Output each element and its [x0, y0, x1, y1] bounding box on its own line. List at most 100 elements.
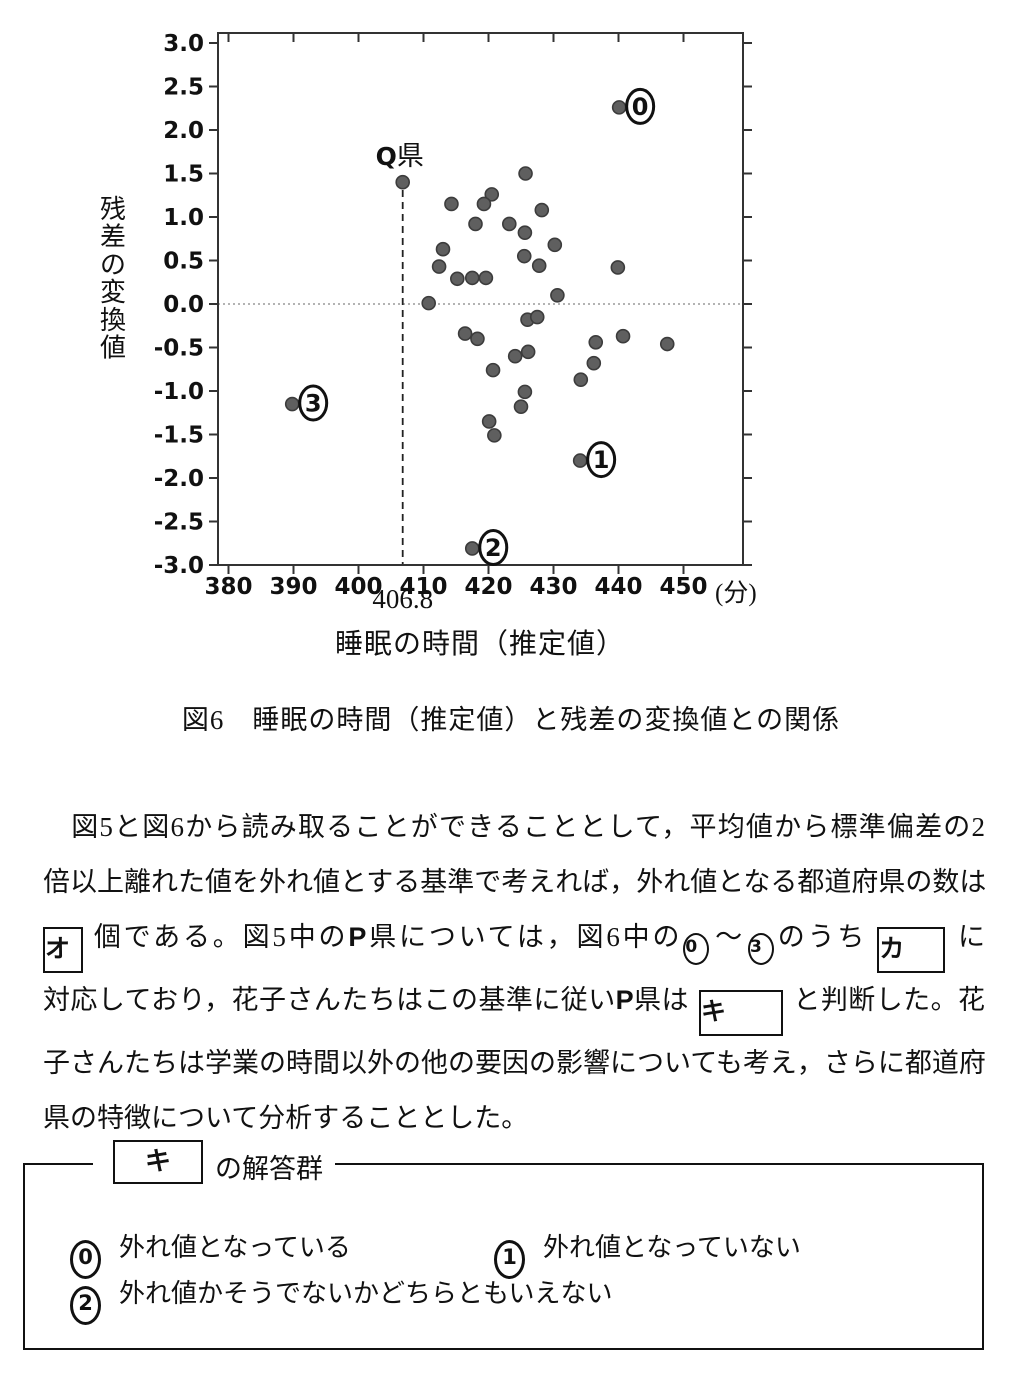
data-point	[284, 396, 300, 412]
svg-text:の: の	[100, 250, 126, 279]
y-tick-label: 2.5	[163, 75, 204, 101]
y-tick-label: -1.5	[154, 423, 204, 449]
data-point	[481, 414, 497, 429]
circled-2-icon: 2	[70, 1286, 101, 1325]
answer-blank-ki: キ	[698, 990, 783, 1036]
y-tick-label: -1.0	[154, 379, 204, 405]
data-point	[421, 295, 437, 311]
body-paragraph: 図5と図6から読み取ることができることとして，平均値から標準偏差の2 倍以上離れ…	[43, 800, 987, 1146]
text-segment: 県は	[633, 985, 689, 1015]
y-tick-label: 0.5	[163, 249, 204, 275]
paragraph-line-4: 対応しており，花子さんたちはこの基準に従いP県はキと判断した。花	[43, 973, 985, 1036]
data-point	[470, 331, 485, 347]
data-point	[516, 248, 532, 264]
svg-text:残: 残	[100, 195, 126, 224]
data-point	[659, 336, 675, 352]
x-tick-label: 400	[334, 574, 382, 600]
data-point	[550, 287, 565, 303]
circled-number-label: 0	[632, 93, 649, 121]
circled-number-outline	[625, 87, 656, 125]
answer-group-ki-box: キ	[113, 1140, 203, 1184]
x-tick-label: 380	[204, 574, 252, 600]
data-point	[513, 399, 529, 414]
option-0-label: 外れ値となっている	[119, 1233, 351, 1262]
data-point	[534, 202, 550, 218]
circled-0-icon: 0	[70, 1240, 101, 1279]
data-point	[449, 271, 465, 287]
data-point	[586, 355, 602, 371]
data-point	[484, 187, 500, 202]
y-axis-ticks: 3.0 2.5 2.0 1.5 1.0 0.5 0.0 -0.5 -1.0 -1.5 -2.0 -2.…	[154, 31, 752, 579]
x-unit-label: (分)	[715, 579, 757, 607]
option-row: 2 外れ値かそうでないかどちらともいえない	[70, 1273, 612, 1325]
text-segment: 個である。図5中の	[91, 922, 349, 952]
answer-group-title: の解答群	[215, 1147, 333, 1186]
figure6-scatter-chart: 380 390 400 410 420 430 440 450 3.0 2.5 2.0 1.5 1.0 0…	[100, 31, 757, 660]
option-0: 0 外れ値となっている	[70, 1227, 490, 1279]
labeled-point-0: 0	[611, 87, 656, 125]
answer-blank-ka: カ	[877, 927, 946, 973]
data-point	[501, 216, 517, 232]
y-tick-label: -0.5	[154, 336, 204, 362]
data-point	[520, 344, 536, 360]
paragraph-line-1: 図5と図6から読み取ることができることとして，平均値から標準偏差の2	[43, 812, 985, 842]
data-point	[431, 259, 447, 274]
data-point	[517, 225, 533, 240]
data-point	[464, 541, 480, 556]
data-point	[444, 196, 459, 212]
figure-caption: 図6 睡眠の時間（推定値）と残差の変換値との関係	[181, 705, 841, 735]
option-2-label: 外れ値かそうでないかどちらともいえない	[119, 1279, 613, 1308]
svg-text:変: 変	[100, 278, 126, 307]
labeled-point-3: 3	[284, 384, 329, 422]
data-point	[611, 100, 627, 115]
data-point	[518, 166, 533, 181]
circled-number-label: 2	[485, 534, 502, 562]
y-tick-label: -2.5	[154, 510, 204, 536]
data-point	[588, 334, 604, 350]
option-2: 2 外れ値かそうでないかどちらともいえない	[70, 1273, 612, 1325]
mean-value-label: 406.8	[372, 584, 433, 614]
data-point	[464, 270, 480, 286]
answer-group-box: 0 外れ値となっている 1 外れ値となっていない 2 外れ値かそうでないかどちらともい…	[23, 1163, 984, 1350]
data-point	[572, 453, 588, 468]
data-point	[487, 428, 502, 443]
y-tick-label: 2.0	[163, 118, 204, 144]
data-point	[485, 362, 501, 378]
x-axis-title: 睡眠の時間（推定値）	[335, 628, 625, 660]
q-point-label: Q県	[376, 141, 424, 171]
text-segment: のうち	[774, 922, 868, 952]
data-point	[395, 174, 411, 190]
data-point	[573, 372, 589, 387]
x-tick-label: 410	[399, 574, 447, 600]
option-row: 0 外れ値となっている 1 外れ値となっていない	[70, 1227, 801, 1279]
svg-text:換: 換	[100, 306, 126, 335]
circled-number-outline	[298, 384, 329, 422]
x-tick-label: 420	[464, 574, 512, 600]
answer-blank-o: オ	[43, 927, 83, 973]
data-point	[547, 237, 563, 253]
x-axis-ticks: 380 390 400 410 420 430 440 450	[204, 33, 708, 600]
svg-text:差: 差	[100, 223, 126, 252]
y-tick-label: 1.5	[163, 162, 204, 188]
data-point	[457, 326, 473, 341]
text-segment: 対応しており，花子さんたちはこの基準に従い	[43, 985, 616, 1015]
x-tick-label: 390	[269, 574, 317, 600]
data-points	[421, 166, 675, 443]
p-prefecture-label: P	[615, 985, 634, 1015]
answer-box-border-segment	[335, 1163, 984, 1165]
text-segment: と判断した。花	[792, 985, 985, 1015]
circled-number-label: 1	[593, 446, 610, 474]
paragraph-line-2: 倍以上離れた値を外れ値とする基準で考えれば，外れ値となる都道府県の数は	[43, 867, 987, 897]
y-tick-label: -3.0	[154, 553, 204, 579]
text-segment: に	[955, 922, 986, 952]
y-tick-label: 1.0	[163, 205, 204, 231]
circled-number-outline	[586, 441, 617, 479]
data-point	[468, 216, 483, 232]
tilde: ～	[712, 922, 745, 952]
y-tick-label: -2.0	[154, 466, 204, 492]
option-1-label: 外れ値となっていない	[543, 1233, 801, 1262]
circled-0-icon: 0	[683, 933, 710, 965]
text-segment: 県については，図6中の	[366, 922, 683, 952]
x-tick-label: 440	[594, 574, 642, 600]
